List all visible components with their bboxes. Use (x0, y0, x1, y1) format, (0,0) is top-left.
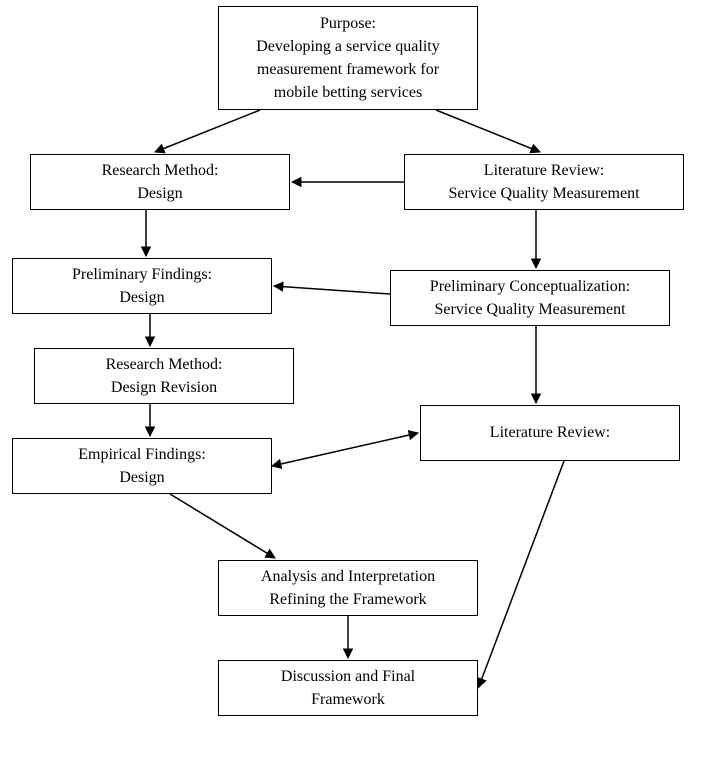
flow-edge (272, 433, 418, 466)
node-preliminary-findings: Preliminary Findings:Design (12, 258, 272, 314)
node-literature-review-2: Literature Review: (420, 405, 680, 461)
node-text-line: Literature Review: (484, 159, 604, 182)
node-text-line: Design Revision (111, 376, 217, 399)
node-text-line: Purpose: (320, 12, 376, 35)
node-text-line: Analysis and Interpretation (261, 565, 435, 588)
node-text-line: Preliminary Conceptualization: (430, 275, 630, 298)
node-empirical-findings: Empirical Findings:Design (12, 438, 272, 494)
node-text-line: Research Method: (102, 159, 219, 182)
flow-edge (274, 286, 390, 294)
flow-edge (479, 461, 565, 688)
node-text-line: Preliminary Findings: (72, 263, 212, 286)
flow-edge (436, 110, 540, 152)
node-research-method-design: Research Method:Design (30, 154, 290, 210)
node-discussion: Discussion and FinalFramework (218, 660, 478, 716)
node-text-line: Empirical Findings: (78, 443, 206, 466)
node-literature-review-sqm: Literature Review:Service Quality Measur… (404, 154, 684, 210)
node-text-line: Design (119, 466, 164, 489)
node-text-line: measurement framework for (257, 58, 439, 81)
node-text-line: mobile betting services (274, 81, 422, 104)
node-text-line: Discussion and Final (281, 665, 415, 688)
node-text-line: Literature Review: (490, 421, 610, 444)
node-analysis: Analysis and InterpretationRefining the … (218, 560, 478, 616)
node-purpose: Purpose:Developing a service qualitymeas… (218, 6, 478, 110)
node-text-line: Research Method: (106, 353, 223, 376)
node-text-line: Developing a service quality (256, 35, 440, 58)
node-text-line: Refining the Framework (269, 588, 426, 611)
node-design-revision: Research Method:Design Revision (34, 348, 294, 404)
node-text-line: Service Quality Measurement (434, 298, 625, 321)
node-preliminary-conceptualization: Preliminary Conceptualization:Service Qu… (390, 270, 670, 326)
node-text-line: Service Quality Measurement (448, 182, 639, 205)
flow-edge (155, 110, 260, 152)
node-text-line: Framework (311, 688, 385, 711)
flow-edge (170, 494, 275, 558)
node-text-line: Design (137, 182, 182, 205)
node-text-line: Design (119, 286, 164, 309)
